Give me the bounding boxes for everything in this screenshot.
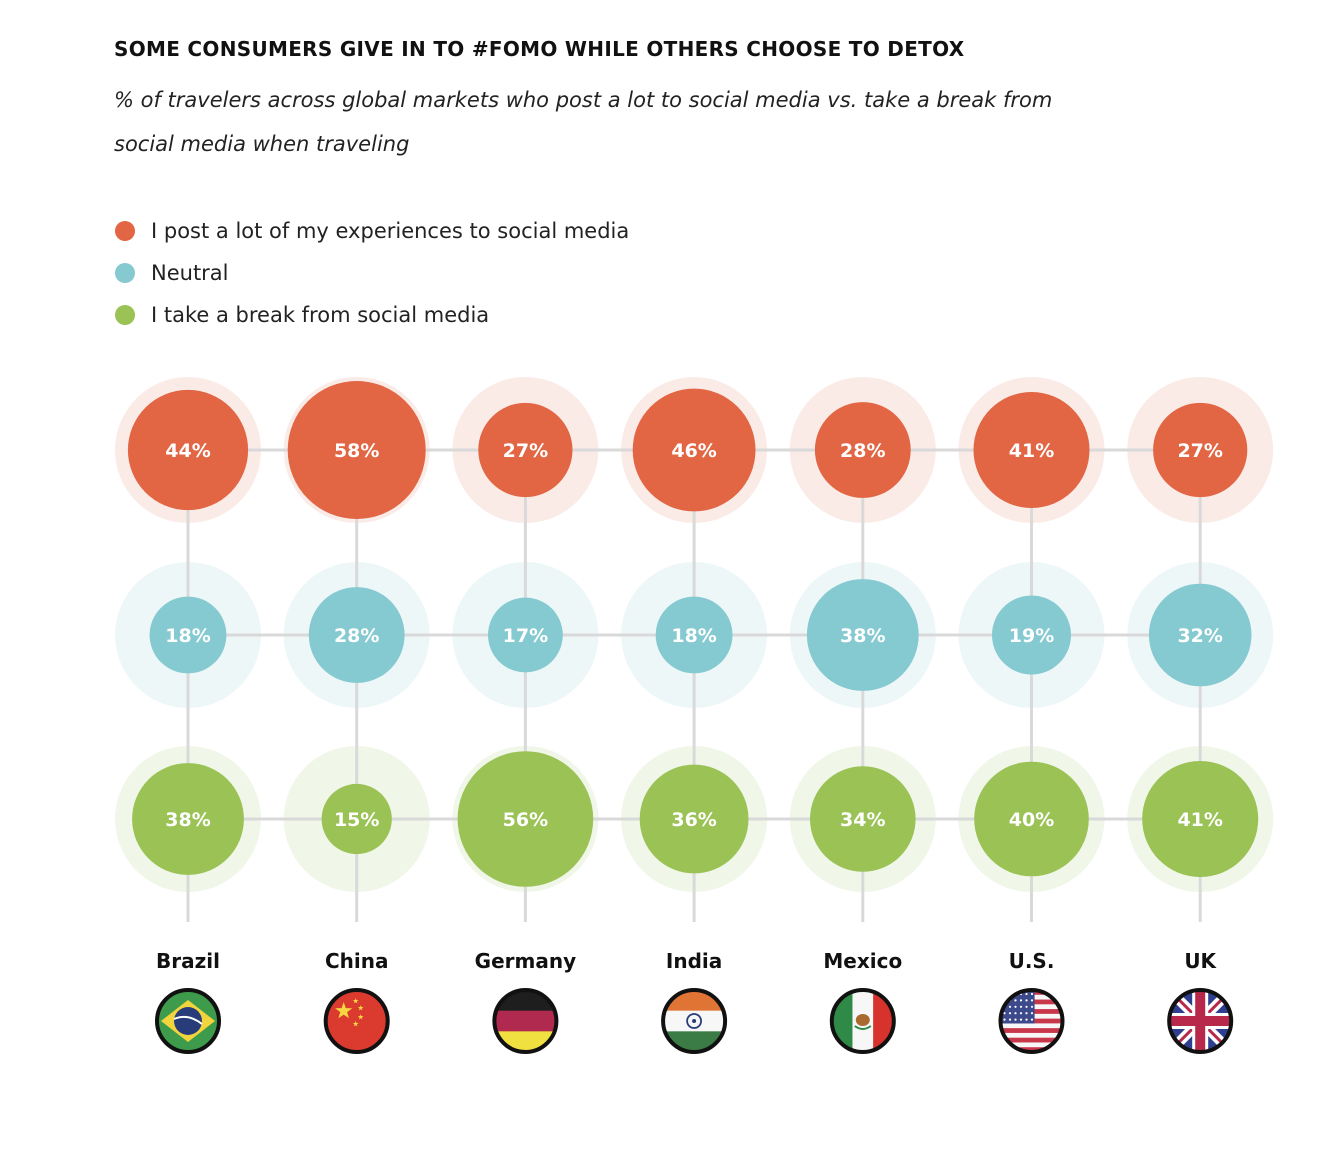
bubble-value-label: 41% xyxy=(1177,809,1222,831)
bubble-neutral xyxy=(488,597,563,673)
bubble-neutral xyxy=(655,596,733,674)
bubble-break xyxy=(810,766,916,872)
bubble-post xyxy=(973,392,1090,508)
country-label: Brazil xyxy=(156,949,220,973)
country-label: China xyxy=(325,949,389,973)
bubble-value-label: 46% xyxy=(671,440,716,462)
flag-border xyxy=(998,988,1065,1054)
bubble-post xyxy=(127,389,249,511)
chart-title: SOME CONSUMERS GIVE IN TO #FOMO WHILE OT… xyxy=(114,37,965,61)
bubble-value-label: 41% xyxy=(1009,440,1054,462)
legend: I post a lot of my experiences to social… xyxy=(114,210,629,336)
bubble-post xyxy=(814,402,911,498)
flag-border xyxy=(492,988,559,1054)
legend-swatch-break xyxy=(115,305,135,325)
country-label: UK xyxy=(1184,949,1217,973)
flag-border xyxy=(829,988,896,1054)
bubble-value-label: 28% xyxy=(334,625,379,647)
bubble-value-label: 44% xyxy=(165,440,210,462)
bubble-value-label: 36% xyxy=(671,809,716,831)
legend-item-post: I post a lot of my experiences to social… xyxy=(114,210,629,252)
bubble-neutral xyxy=(992,595,1071,675)
bubble-neutral xyxy=(1148,583,1252,687)
bubble-break xyxy=(132,763,244,875)
bubble-break xyxy=(639,764,749,874)
bubble-value-label: 58% xyxy=(334,440,379,462)
bubble-neutral xyxy=(149,596,227,674)
bubble-value-label: 27% xyxy=(503,440,548,462)
bubble-post xyxy=(287,381,426,519)
flag-border xyxy=(323,988,390,1054)
chart-subtitle: % of travelers across global markets who… xyxy=(114,88,1053,156)
bubble-neutral xyxy=(806,579,919,691)
legend-item-neutral: Neutral xyxy=(114,252,629,294)
legend-label-break: I take a break from social media xyxy=(151,303,490,327)
bubble-neutral xyxy=(308,587,405,683)
flag-border xyxy=(661,988,728,1054)
bubble-post xyxy=(632,388,756,512)
legend-label-post: I post a lot of my experiences to social… xyxy=(151,219,630,243)
bubble-value-label: 17% xyxy=(503,625,548,647)
bubble-post xyxy=(1153,402,1248,498)
bubble-value-label: 18% xyxy=(165,625,210,647)
bubble-value-label: 28% xyxy=(840,440,885,462)
flag-border xyxy=(155,988,221,1054)
bubble-value-label: 38% xyxy=(840,625,885,647)
bubble-value-label: 32% xyxy=(1177,625,1222,647)
legend-label-neutral: Neutral xyxy=(151,261,229,285)
bubble-break xyxy=(974,761,1089,877)
bubble-value-label: 38% xyxy=(165,809,210,831)
country-label: Germany xyxy=(475,949,576,973)
legend-swatch-neutral xyxy=(115,263,135,283)
bubble-value-label: 15% xyxy=(334,809,379,831)
bubble-value-label: 27% xyxy=(1177,440,1222,462)
country-label: U.S. xyxy=(1009,949,1055,973)
legend-swatch-post xyxy=(115,221,135,241)
bubble-value-label: 40% xyxy=(1009,809,1054,831)
bubble-break xyxy=(1142,761,1259,877)
bubble-break xyxy=(321,783,392,855)
bubble-value-label: 56% xyxy=(503,809,548,831)
bubble-value-label: 19% xyxy=(1009,625,1054,647)
bubble-value-label: 34% xyxy=(840,809,885,831)
bubble-value-label: 18% xyxy=(671,625,716,647)
country-label: India xyxy=(666,949,722,973)
country-label: Mexico xyxy=(823,949,902,973)
legend-item-break: I take a break from social media xyxy=(114,294,629,336)
bubble-post xyxy=(478,402,573,498)
bubble-break xyxy=(457,751,594,887)
flag-border xyxy=(1167,988,1234,1054)
